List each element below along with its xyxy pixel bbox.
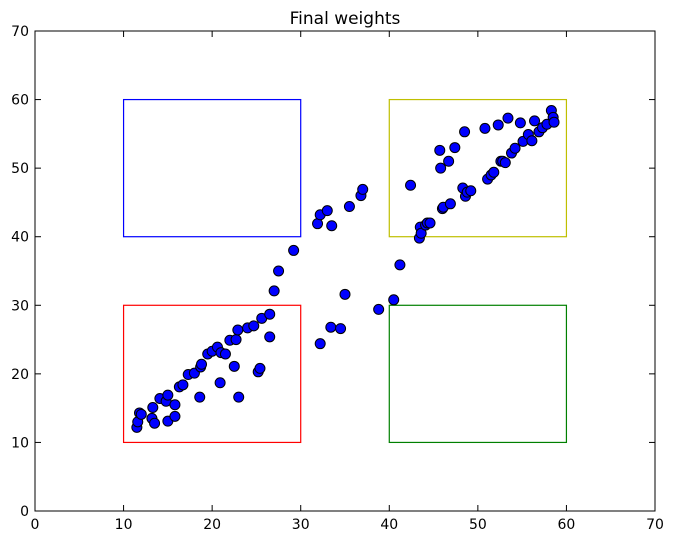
data-point [479,122,491,134]
data-point [424,217,436,229]
data-point [326,220,338,232]
data-point [373,303,385,315]
data-point [169,410,181,422]
region-rect-2 [122,304,302,444]
region-rect-1 [388,98,568,238]
data-point [529,115,541,127]
data-point [509,142,521,154]
data-point [449,142,461,154]
y-tick-label: 0 [20,504,29,520]
data-point [325,321,337,333]
data-point [459,126,471,138]
data-point [230,334,242,346]
data-point [268,285,280,297]
data-point [147,401,159,413]
data-point [443,155,455,167]
data-point [254,362,266,374]
data-point [149,417,161,429]
x-tick-label: 40 [380,517,398,533]
plot-frame [34,30,656,512]
data-point [488,166,500,178]
data-point [219,348,231,360]
y-tick-label: 70 [11,24,29,40]
data-point [321,205,333,217]
region-rectangles [122,98,568,444]
data-point [335,323,347,335]
data-point [405,179,417,191]
y-tick-label: 60 [11,93,29,109]
data-point [214,377,226,389]
data-points [131,105,560,433]
data-point [526,135,538,147]
data-point [339,288,351,300]
x-tick-label: 50 [469,517,487,533]
data-point [248,320,260,332]
data-point [499,157,511,169]
data-point [135,408,147,420]
data-point [444,198,456,210]
data-point [273,265,285,277]
data-point [514,117,526,129]
region-rect-0 [122,98,302,238]
data-point [502,112,514,124]
data-point [314,338,326,350]
x-tick-label: 0 [31,517,40,533]
x-tick-label: 10 [115,517,133,533]
data-point [288,244,300,256]
data-point [169,399,181,411]
y-tick-label: 40 [11,230,29,246]
data-point [492,119,504,131]
x-tick-label: 30 [292,517,310,533]
y-tick-label: 30 [11,298,29,314]
data-point [162,389,174,401]
data-point [435,162,447,174]
data-point [343,201,355,213]
x-tick-label: 20 [203,517,221,533]
data-point [388,294,400,306]
chart-title: Final weights [290,9,401,29]
x-tick-label: 70 [646,517,664,533]
data-point [394,259,406,271]
y-tick-label: 10 [11,435,29,451]
axis-ticks: 0 10 20 30 40 50 60 70 0 10 20 30 40 50 60 70 [11,24,664,533]
data-point [177,379,189,391]
data-point [465,185,477,197]
data-point [264,308,276,320]
data-point [196,358,208,370]
y-tick-label: 20 [11,367,29,383]
data-point [228,360,240,372]
data-point [357,183,369,195]
x-tick-label: 60 [558,517,576,533]
data-point [232,324,244,336]
y-tick-label: 50 [11,161,29,177]
data-point [434,144,446,156]
region-rect-3 [388,304,568,444]
data-point [264,331,276,343]
data-point [233,391,245,403]
data-point [548,116,560,128]
data-point [194,391,206,403]
